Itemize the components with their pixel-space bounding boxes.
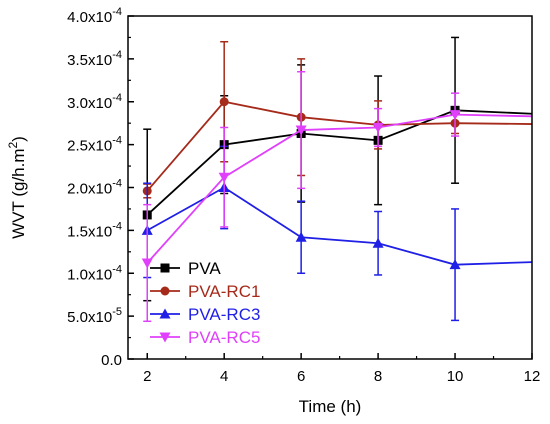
data-point [295, 125, 307, 136]
legend-item-pva: PVA [150, 259, 221, 278]
y-axis-title: WVT (g/h.m2) [6, 136, 28, 239]
legend-marker [160, 286, 170, 296]
legend-label: PVA [188, 259, 221, 278]
data-point [372, 122, 384, 133]
x-tick-label: 4 [220, 368, 228, 385]
y-tick-label: 1.0x10-4 [67, 263, 122, 283]
legend-label: PVA-RC1 [188, 282, 260, 301]
data-point [141, 258, 153, 269]
y-tick-label: 5.0x10-5 [67, 306, 122, 326]
series-pva-rc1 [142, 40, 533, 199]
legend-marker [159, 332, 171, 343]
data-point [295, 231, 307, 242]
x-tick-label: 8 [374, 368, 382, 385]
y-tick-label: 2.5x10-4 [67, 135, 122, 155]
series-layer [141, 36, 533, 323]
series-line [146, 113, 533, 264]
legend-label: PVA-RC3 [188, 305, 260, 324]
y-tick-label: 4.0x10-4 [67, 6, 122, 26]
x-tick-label: 12 [524, 368, 541, 385]
legend-item-pva-rc3: PVA-RC3 [150, 305, 260, 324]
data-point [372, 237, 384, 248]
y-tick-label: 2.0x10-4 [67, 178, 122, 198]
x-tick-label: 2 [143, 368, 151, 385]
legend-marker [159, 308, 171, 319]
y-tick-label: 3.5x10-4 [67, 49, 122, 69]
legend: PVA PVA-RC1 PVA-RC3 PVA-RC5 [150, 259, 260, 347]
series-line [146, 109, 533, 216]
legend-item-pva-rc5: PVA-RC5 [150, 328, 260, 347]
y-tick-label: 0.0 [101, 352, 122, 369]
data-point [218, 172, 230, 183]
y-tick-label: 3.0x10-4 [67, 92, 122, 112]
x-axis-title: Time (h) [299, 397, 362, 416]
series-line [146, 100, 533, 192]
data-point [449, 110, 461, 121]
series-line [146, 186, 533, 266]
data-point [449, 259, 461, 270]
y-tick-label: 1.5x10-4 [67, 220, 122, 240]
data-point [219, 97, 229, 107]
axes: 2 4 6 8 10 12 0.0 5.0x10-5 1.0x10-4 1.5x10-4 2.0x1… [67, 6, 540, 385]
legend-marker [160, 263, 170, 273]
x-tick-label: 10 [447, 368, 464, 385]
legend-item-pva-rc1: PVA-RC1 [150, 282, 260, 301]
x-tick-label: 6 [297, 368, 305, 385]
legend-label: PVA-RC5 [188, 328, 260, 347]
series-pva-rc5 [141, 70, 533, 323]
